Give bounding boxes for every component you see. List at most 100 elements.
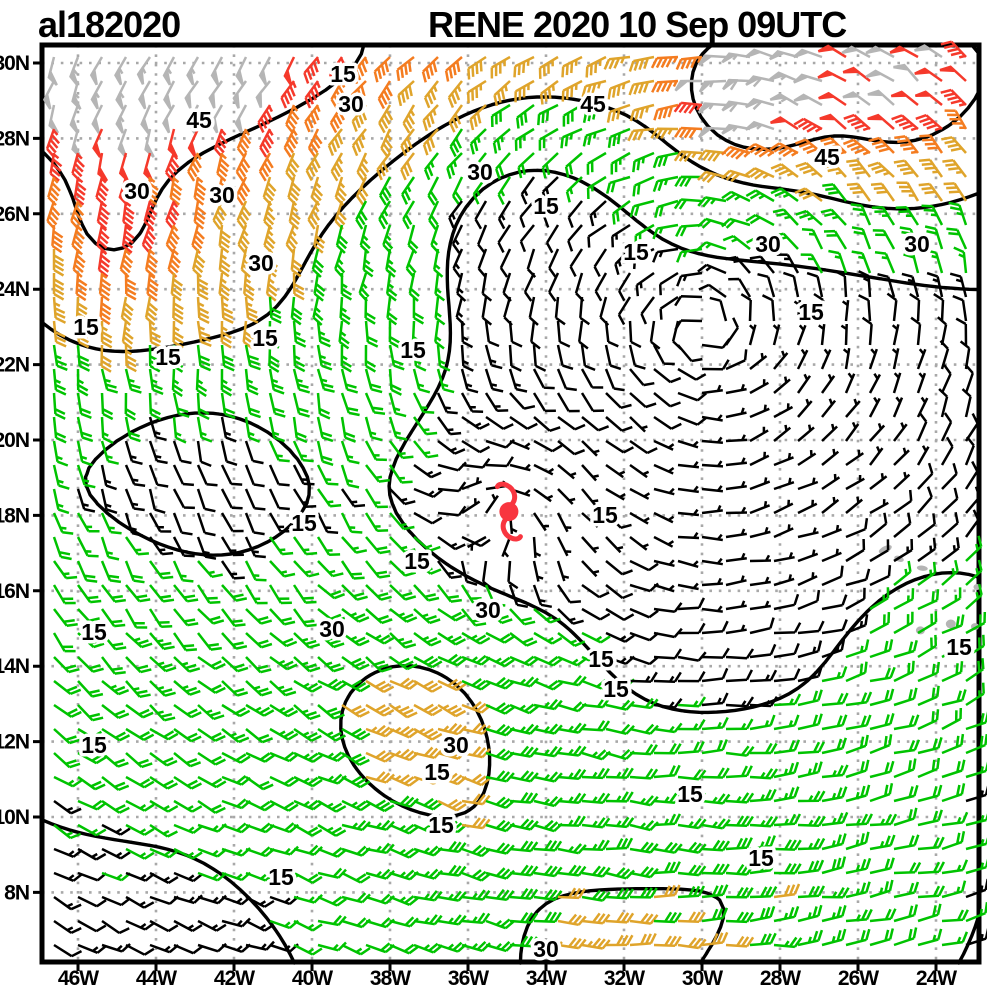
wind-barb bbox=[101, 776, 130, 792]
wind-barb bbox=[605, 175, 631, 194]
wind-barb bbox=[389, 774, 419, 787]
wind-barb bbox=[53, 824, 82, 840]
wind-barb bbox=[893, 588, 915, 611]
wind-barb bbox=[451, 176, 464, 206]
wind-barb bbox=[389, 655, 418, 671]
wind-barb bbox=[541, 152, 559, 179]
wind-barb bbox=[193, 200, 207, 230]
wind-barb bbox=[171, 368, 184, 397]
wind-barb bbox=[867, 161, 895, 178]
wind-barb bbox=[697, 149, 727, 162]
wind-barb bbox=[220, 464, 243, 486]
wind-barb bbox=[494, 152, 511, 180]
wind-barb bbox=[172, 392, 190, 418]
wind-barb bbox=[821, 764, 849, 779]
wind-barb bbox=[257, 104, 274, 133]
wind-barb bbox=[869, 564, 892, 587]
wind-barb bbox=[317, 751, 347, 763]
wind-barb bbox=[796, 348, 809, 370]
wind-barb bbox=[196, 344, 212, 372]
wind-barb bbox=[329, 104, 345, 134]
wind-barb bbox=[244, 416, 261, 443]
isotach-label: 15 bbox=[603, 676, 629, 702]
wind-barb bbox=[461, 701, 491, 714]
wind-barb bbox=[365, 656, 393, 673]
wind-barb bbox=[581, 839, 610, 851]
wind-barb bbox=[724, 317, 740, 346]
wind-barb bbox=[941, 759, 966, 779]
wind-barb bbox=[697, 217, 727, 229]
isotach-label: 15 bbox=[252, 325, 278, 351]
wind-barb bbox=[412, 392, 435, 414]
wind-barb bbox=[434, 320, 445, 350]
wind-barb bbox=[340, 344, 352, 373]
wind-barb bbox=[834, 269, 848, 298]
wind-barb bbox=[725, 457, 748, 467]
wind-barb bbox=[557, 722, 587, 734]
wind-barb bbox=[293, 871, 323, 884]
wind-barb bbox=[451, 224, 464, 254]
wind-barb bbox=[101, 727, 131, 742]
wind-barb bbox=[124, 560, 145, 584]
wind-barb bbox=[220, 560, 245, 580]
wind-barb bbox=[427, 176, 440, 206]
wind-barb bbox=[605, 631, 635, 643]
wind-barb bbox=[845, 857, 872, 875]
wind-barb bbox=[269, 680, 297, 697]
wind-barb bbox=[52, 560, 78, 580]
wind-barb bbox=[921, 204, 944, 226]
wind-barb bbox=[721, 52, 751, 64]
wind-barb bbox=[701, 667, 729, 683]
wind-barb bbox=[461, 793, 491, 806]
wind-barb bbox=[893, 834, 920, 851]
wind-barb bbox=[461, 677, 491, 691]
wind-barb bbox=[821, 496, 840, 514]
wind-barb bbox=[172, 512, 193, 536]
wind-barb bbox=[146, 176, 159, 206]
wind-barb bbox=[725, 745, 755, 757]
wind-barb bbox=[341, 584, 368, 601]
wind-barb bbox=[725, 886, 754, 899]
wind-barb bbox=[461, 477, 483, 491]
wind-barb bbox=[677, 651, 707, 662]
wind-barb bbox=[749, 576, 771, 587]
wind-barb bbox=[725, 718, 754, 731]
wind-barb bbox=[797, 665, 823, 683]
wind-barb bbox=[503, 296, 513, 326]
wind-barb bbox=[697, 54, 727, 66]
cyclone-center-dot bbox=[499, 502, 519, 522]
wind-barb bbox=[629, 463, 650, 479]
wind-barb bbox=[675, 55, 703, 70]
wind-barb bbox=[124, 344, 137, 373]
wind-barb bbox=[173, 871, 203, 883]
wind-barb bbox=[941, 689, 967, 707]
wind-barb bbox=[460, 392, 484, 413]
wind-barb bbox=[701, 931, 729, 947]
wind-barb bbox=[941, 733, 965, 755]
wind-barb bbox=[942, 158, 967, 178]
wind-barb bbox=[316, 440, 334, 466]
wind-barb bbox=[533, 631, 563, 645]
wind-barb bbox=[76, 488, 96, 513]
wind-barb bbox=[744, 48, 775, 59]
wind-barb bbox=[946, 227, 968, 250]
wind-barb bbox=[413, 797, 443, 811]
isotach-label: 15 bbox=[268, 864, 294, 890]
wind-barb bbox=[97, 152, 109, 182]
wind-barb bbox=[173, 584, 199, 603]
wind-barb bbox=[869, 666, 896, 683]
wind-barb bbox=[197, 608, 225, 625]
wind-barb bbox=[245, 728, 274, 744]
wind-barb bbox=[581, 536, 599, 554]
wind-barb bbox=[909, 293, 921, 322]
wind-barb bbox=[589, 200, 607, 227]
wind-barb bbox=[245, 703, 275, 717]
wind-barb bbox=[446, 152, 463, 180]
wind-barb bbox=[149, 727, 179, 741]
wind-barb bbox=[653, 487, 675, 496]
wind-barb bbox=[197, 823, 227, 833]
isotach-label: 15 bbox=[798, 299, 824, 325]
isotach-label: 30 bbox=[533, 936, 559, 962]
isotach-label: 30 bbox=[124, 178, 150, 204]
wind-barb bbox=[845, 639, 870, 659]
